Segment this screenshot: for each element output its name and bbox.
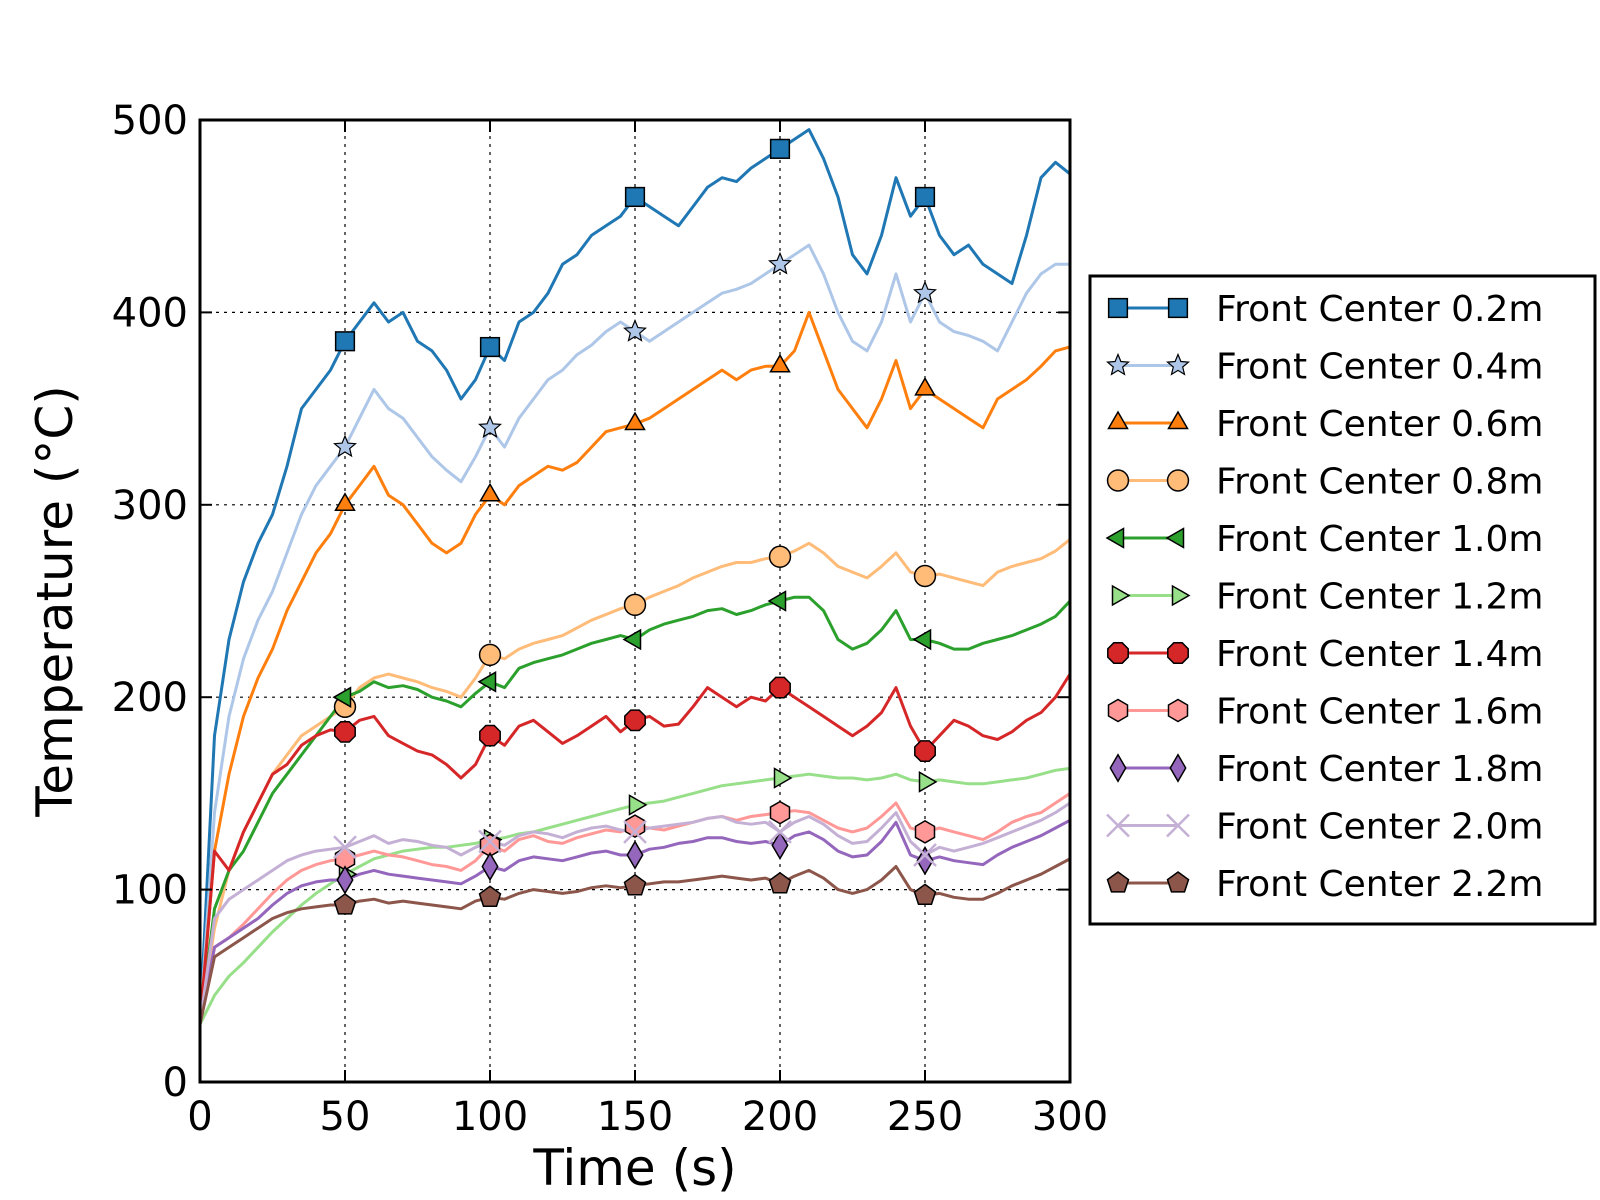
x-tick-label: 0 [187,1094,212,1140]
x-tick-label: 100 [452,1094,528,1140]
data-point [770,677,790,697]
data-point [625,710,645,730]
y-tick-label: 0 [163,1060,188,1106]
legend-label: Front Center 1.2m [1216,577,1543,618]
data-point [771,802,790,824]
y-tick-label: 200 [112,675,188,721]
legend-label: Front Center 0.4m [1216,347,1543,388]
legend-marker [1168,643,1188,663]
legend-marker [1108,643,1128,663]
legend-marker [1108,470,1129,491]
legend-label: Front Center 0.2m [1216,289,1543,330]
legend-label: Front Center 1.8m [1216,749,1543,790]
y-tick-label: 400 [112,290,188,336]
legend-marker [1169,700,1188,722]
legend-label: Front Center 1.6m [1216,692,1543,733]
data-point [771,140,790,159]
data-point [916,188,935,207]
y-axis-label: Temperature (°C) [26,385,84,818]
y-tick-label: 500 [112,98,188,144]
legend-label: Front Center 0.6m [1216,404,1543,445]
x-tick-label: 300 [1032,1094,1108,1140]
data-point [770,546,791,567]
data-point [335,722,355,742]
legend-marker [1109,299,1128,318]
legend-label: Front Center 1.4m [1216,634,1543,675]
x-tick-label: 50 [320,1094,371,1140]
legend-label: Front Center 0.8m [1216,462,1543,503]
data-point [336,332,355,351]
data-point [626,188,645,207]
data-point [915,741,935,761]
legend-marker [1109,700,1128,722]
legend: Front Center 0.2m Front Center 0.4m Front … [1090,276,1595,924]
legend-marker [1169,299,1188,318]
data-point [625,594,646,615]
data-point [480,644,501,665]
data-point [480,726,500,746]
y-tick-label: 100 [112,868,188,914]
legend-label: Front Center 2.2m [1216,864,1543,905]
y-tick-label: 300 [112,483,188,529]
x-tick-label: 200 [742,1094,818,1140]
x-tick-label: 150 [597,1094,673,1140]
legend-label: Front Center 1.0m [1216,519,1543,560]
data-point [915,566,936,587]
x-axis-label: Time (s) [532,1139,736,1197]
legend-label: Front Center 2.0m [1216,807,1543,848]
legend-marker [1168,470,1189,491]
data-point [481,338,500,357]
x-tick-label: 250 [887,1094,963,1140]
data-point [916,821,935,843]
